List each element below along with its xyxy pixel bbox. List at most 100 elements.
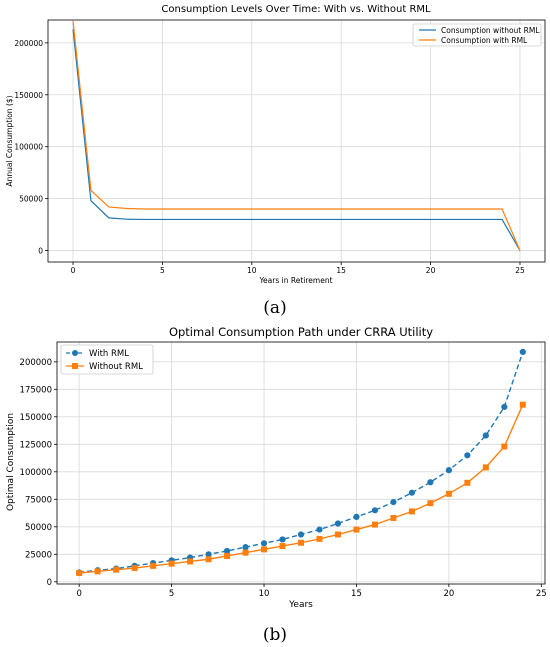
chart-b-point-without-rml: [408, 508, 415, 515]
chart-b-y-tick-label: 125000: [20, 440, 52, 450]
chart-b-point-with-rml: [371, 507, 379, 514]
chart-b-point-without-rml: [224, 552, 231, 559]
chart-a: Consumption Levels Over Time: With vs. W…: [5, 4, 546, 318]
chart-b-point-with-rml: [242, 544, 249, 551]
chart-b-y-ticks: 0 25000 50000 75000 100000 125000 150000 175000…: [20, 358, 57, 588]
chart-a-plot-frame: [47, 19, 546, 263]
chart-b-title: Optimal Consumption Path under CRRA Util…: [169, 325, 433, 339]
chart-b-series-line-without-rml: [79, 404, 524, 574]
chart-a-y-axis-label: Annual Consumption ($): [5, 95, 14, 186]
chart-a-x-tick-label: 0: [71, 266, 76, 275]
chart-b-point-without-rml: [427, 500, 434, 507]
chart-b-x-tick-label: 15: [351, 589, 362, 599]
chart-b-x-axis-label: Years: [288, 600, 313, 610]
chart-b-x-tick-label: 10: [259, 589, 270, 599]
chart-b-x-tick-label: 0: [76, 589, 81, 599]
chart-b-point-without-rml: [187, 558, 194, 565]
chart-b-point-without-rml: [242, 549, 249, 556]
chart-a-legend-label-with-rml: Consumption with RML: [441, 36, 528, 45]
chart-b-point-with-rml: [205, 551, 212, 558]
chart-b-grid: [57, 342, 545, 584]
chart-a-x-ticks: 0 5 10 15 20 25: [71, 262, 525, 275]
chart-a-y-tick-label: 50000: [19, 195, 43, 204]
chart-b-point-with-rml: [482, 432, 489, 439]
chart-b-y-tick-label: 25000: [25, 550, 52, 560]
chart-b-y-axis-label: Optimal Consumption: [6, 413, 16, 511]
chart-b-x-ticks: 0 5 10 15 20 25: [76, 584, 547, 599]
chart-b-y-tick-label: 100000: [20, 468, 52, 478]
chart-b-point-without-rml: [131, 565, 138, 572]
chart-b-y-tick-label: 50000: [25, 523, 52, 533]
chart-b-plot-frame: [56, 341, 546, 585]
chart-b-series: [76, 348, 526, 576]
chart-b-point-without-rml: [334, 531, 341, 538]
chart-b-x-tick-label: 20: [443, 589, 454, 599]
chart-a-legend-box: [412, 23, 542, 47]
chart-b-point-with-rml: [316, 526, 323, 533]
chart-b-point-without-rml: [445, 490, 452, 497]
chart-b-point-with-rml: [427, 479, 434, 486]
chart-b-point-without-rml: [168, 560, 175, 567]
chart-b-x-tick-label: 5: [169, 589, 174, 599]
chart-b-y-tick-label: 75000: [25, 495, 52, 505]
chart-a-series-line-consumption-without-rml: [72, 29, 521, 251]
chart-b-y-tick-label: 150000: [20, 413, 52, 423]
chart-b-point-with-rml: [279, 536, 286, 543]
chart-b-point-without-rml: [501, 443, 508, 450]
chart-b-point-without-rml: [316, 535, 323, 542]
chart-b-legend: With RML Without RML: [60, 344, 154, 375]
chart-b-point-without-rml: [76, 570, 83, 576]
chart-b-point-with-rml: [260, 540, 268, 547]
chart-b-legend-marker-without-rml: [72, 363, 78, 369]
chart-b-x-tick-label: 25: [536, 589, 547, 599]
chart-b-point-without-rml: [113, 566, 120, 573]
chart-b-point-with-rml: [501, 403, 508, 410]
chart-b-point-with-rml: [519, 348, 526, 355]
chart-a-series-line-consumption-with-rml: [72, 20, 521, 251]
chart-b-point-without-rml: [519, 401, 526, 408]
chart-b-point-with-rml: [464, 452, 471, 459]
chart-b-legend-label-without-rml: Without RML: [89, 362, 143, 372]
chart-b-point-with-rml: [334, 520, 342, 527]
chart-a-x-tick-label: 5: [160, 266, 165, 275]
chart-b-point-without-rml: [464, 479, 471, 486]
chart-a-y-ticks: 0 50000 100000 150000 200000: [14, 39, 48, 256]
chart-b-legend-label-with-rml: With RML: [89, 349, 129, 359]
chart-b-caption: (b): [263, 625, 287, 645]
chart-b-point-with-rml: [408, 489, 416, 496]
chart-b-point-with-rml: [223, 547, 231, 555]
chart-a-y-tick-label: 200000: [14, 39, 43, 48]
chart-b-series-line-with-rml: [79, 351, 524, 574]
chart-b-point-with-rml: [445, 467, 452, 474]
chart-a-grid: [48, 20, 545, 262]
chart-b-point-without-rml: [205, 556, 212, 563]
chart-a-y-tick-label: 100000: [14, 143, 43, 152]
chart-b-point-without-rml: [279, 543, 286, 550]
chart-b-point-without-rml: [390, 515, 397, 521]
chart-a-x-tick-label: 25: [515, 266, 525, 275]
chart-b-point-without-rml: [371, 521, 378, 528]
chart-b-point-with-rml: [390, 498, 397, 506]
chart-b-point-without-rml: [261, 546, 268, 553]
chart-b-y-tick-label: 200000: [20, 358, 52, 368]
chart-a-title: Consumption Levels Over Time: With vs. W…: [161, 4, 431, 15]
chart-a-caption: (a): [263, 298, 286, 318]
chart-a-x-tick-label: 15: [336, 266, 346, 275]
chart-b-y-tick-label: 175000: [20, 385, 52, 395]
chart-b: Optimal Consumption Path under CRRA Util…: [6, 325, 547, 645]
chart-a-x-tick-label: 10: [247, 266, 257, 275]
chart-b-point-with-rml: [353, 513, 360, 521]
chart-a-x-tick-label: 20: [426, 266, 436, 275]
chart-b-point-without-rml: [94, 568, 101, 575]
chart-b-y-tick-label: 0: [47, 578, 52, 588]
chart-a-series: [72, 20, 521, 251]
chart-a-x-axis-label: Years in Retirement: [258, 276, 332, 285]
chart-a-legend-label-without-rml: Consumption without RML: [441, 26, 540, 35]
chart-b-point-without-rml: [298, 539, 304, 546]
chart-a-legend: Consumption without RML Consumption with…: [412, 23, 542, 47]
chart-a-y-tick-label: 0: [38, 247, 43, 256]
chart-b-legend-marker-with-rml: [72, 350, 78, 356]
chart-b-point-with-rml: [297, 531, 305, 538]
chart-b-point-without-rml: [482, 464, 489, 471]
